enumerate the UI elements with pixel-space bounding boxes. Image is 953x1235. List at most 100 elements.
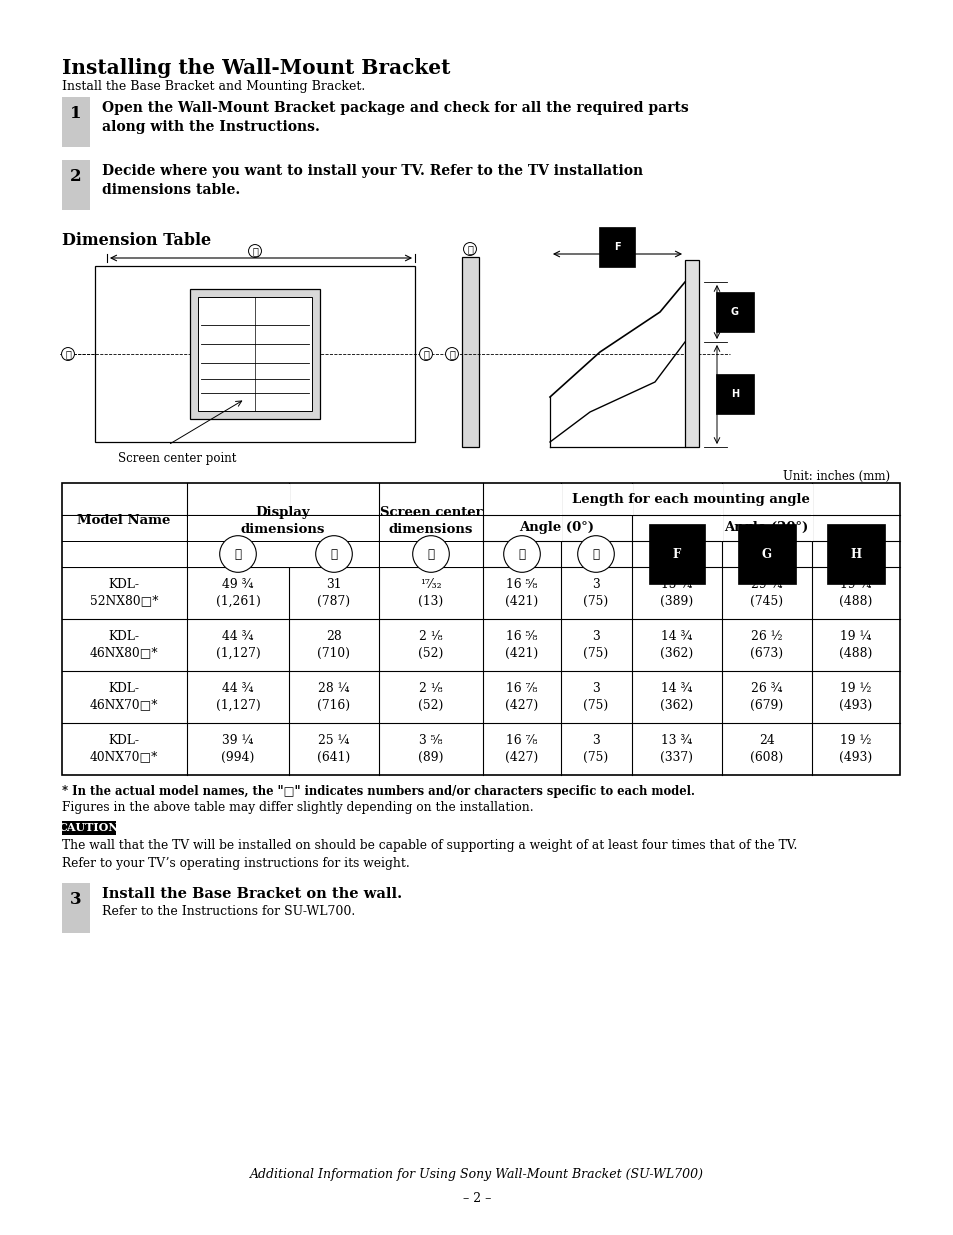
Bar (810, 516, 812, 541)
Text: Ⓒ: Ⓒ (427, 547, 434, 561)
Text: Install the Base Bracket and Mounting Bracket.: Install the Base Bracket and Mounting Br… (62, 80, 365, 93)
Text: ⓔ: ⓔ (467, 245, 473, 254)
Text: 3
(75): 3 (75) (583, 578, 608, 608)
Text: 28
(710): 28 (710) (317, 630, 350, 659)
Text: Unit: inches (mm): Unit: inches (mm) (782, 471, 889, 483)
Text: 14 ¾
(362): 14 ¾ (362) (659, 682, 693, 711)
Bar (559, 484, 561, 515)
Bar (720, 484, 722, 515)
Text: 15 ¾
(389): 15 ¾ (389) (659, 578, 693, 608)
Text: Screen center
dimensions: Screen center dimensions (379, 506, 482, 536)
Bar (188, 516, 377, 541)
Text: G: G (761, 547, 771, 561)
Bar (720, 516, 722, 541)
Text: CAUTION: CAUTION (59, 823, 119, 832)
Text: – 2 –: – 2 – (462, 1192, 491, 1205)
Text: H: H (849, 547, 861, 561)
Text: 2 ¹⁄₈
(52): 2 ¹⁄₈ (52) (417, 682, 443, 711)
Text: Ⓐ: Ⓐ (252, 246, 257, 256)
Text: 24
(608): 24 (608) (750, 735, 782, 763)
Text: F: F (613, 242, 619, 252)
Text: 44 ¾
(1,127): 44 ¾ (1,127) (215, 682, 260, 711)
Text: ⓓ: ⓓ (449, 350, 455, 359)
Text: 28 ¼
(716): 28 ¼ (716) (317, 682, 350, 711)
Text: Additional Information for Using Sony Wall-Mount Bracket (SU-WL700): Additional Information for Using Sony Wa… (250, 1168, 703, 1181)
Text: Figures in the above table may differ slightly depending on the installation.: Figures in the above table may differ sl… (62, 802, 533, 814)
Text: Angle (0°): Angle (0°) (519, 521, 594, 535)
Bar (288, 542, 290, 567)
Text: Ⓑ: Ⓑ (330, 547, 337, 561)
Bar (461, 257, 478, 447)
Text: 14 ¾
(362): 14 ¾ (362) (659, 630, 693, 659)
Bar (684, 261, 699, 447)
Text: 3
(75): 3 (75) (583, 630, 608, 659)
Text: Length for each mounting angle: Length for each mounting angle (572, 493, 809, 505)
Text: 16 ⁷⁄₈
(427): 16 ⁷⁄₈ (427) (505, 682, 538, 711)
Text: The wall that the TV will be installed on should be capable of supporting a weig: The wall that the TV will be installed o… (62, 839, 797, 869)
Text: 16 ⁷⁄₈
(427): 16 ⁷⁄₈ (427) (505, 735, 538, 763)
Text: Decide where you want to install your TV. Refer to the TV installation
dimension: Decide where you want to install your TV… (102, 164, 642, 198)
Text: 44 ¾
(1,127): 44 ¾ (1,127) (215, 630, 260, 659)
Text: KDL-
46NX80□*: KDL- 46NX80□* (90, 630, 158, 659)
Text: Installing the Wall-Mount Bracket: Installing the Wall-Mount Bracket (62, 58, 450, 78)
Bar (62, 821, 116, 835)
Text: KDL-
52NX80□*: KDL- 52NX80□* (90, 578, 158, 608)
Bar (379, 542, 481, 567)
Text: KDL-
40NX70□*: KDL- 40NX70□* (90, 735, 158, 763)
Text: 16 ⁵⁄₈
(421): 16 ⁵⁄₈ (421) (505, 578, 538, 608)
Text: KDL-
46NX70□*: KDL- 46NX70□* (90, 682, 158, 711)
Bar (62, 483, 899, 776)
Text: * In the actual model names, the "□" indicates numbers and/or characters specifi: * In the actual model names, the "□" ind… (62, 785, 694, 798)
Text: F: F (672, 547, 680, 561)
Bar (198, 296, 312, 411)
Text: 19 ½
(493): 19 ½ (493) (839, 682, 872, 711)
Text: 19 ¼
(488): 19 ¼ (488) (839, 630, 872, 659)
Text: Ⓐ: Ⓐ (234, 547, 241, 561)
Text: 39 ¼
(994): 39 ¼ (994) (221, 735, 254, 763)
Text: G: G (730, 308, 739, 317)
Bar (62, 161, 90, 210)
Text: ¹⁷⁄₃₂
(13): ¹⁷⁄₃₂ (13) (418, 578, 443, 608)
Text: 3
(75): 3 (75) (583, 735, 608, 763)
Text: 26 ½
(673): 26 ½ (673) (750, 630, 782, 659)
Text: 26 ¾
(679): 26 ¾ (679) (750, 682, 782, 711)
Text: Model Name: Model Name (77, 515, 171, 527)
Text: 1: 1 (71, 105, 82, 122)
Bar (188, 542, 377, 567)
Text: Angle (20°): Angle (20°) (723, 521, 807, 535)
Text: H: H (730, 389, 739, 399)
Bar (62, 98, 90, 147)
Bar (63, 542, 186, 567)
Text: 3 ⁵⁄₈
(89): 3 ⁵⁄₈ (89) (417, 735, 443, 763)
Bar (559, 516, 561, 541)
Text: ⓔ: ⓔ (592, 547, 598, 561)
Text: Install the Base Bracket on the wall.: Install the Base Bracket on the wall. (102, 887, 402, 902)
Text: 31
(787): 31 (787) (317, 578, 350, 608)
Text: 25 ¼
(641): 25 ¼ (641) (317, 735, 351, 763)
Bar (379, 516, 481, 541)
Text: 29 ¾
(745): 29 ¾ (745) (750, 578, 782, 608)
Bar (630, 484, 633, 515)
Text: 49 ¾
(1,261): 49 ¾ (1,261) (215, 578, 260, 608)
Bar (288, 516, 290, 541)
Text: 2 ¹⁄₈
(52): 2 ¹⁄₈ (52) (417, 630, 443, 659)
Text: Ⓒ: Ⓒ (422, 350, 429, 359)
Text: 2: 2 (71, 168, 82, 185)
Text: Screen center point: Screen center point (118, 452, 236, 466)
Bar (288, 484, 290, 515)
Text: 19 ¼
(488): 19 ¼ (488) (839, 578, 872, 608)
Text: 3
(75): 3 (75) (583, 682, 608, 711)
Bar (63, 516, 186, 541)
Bar (810, 484, 812, 515)
Text: ⓓ: ⓓ (518, 547, 525, 561)
Text: Open the Wall-Mount Bracket package and check for all the required parts
along w: Open the Wall-Mount Bracket package and … (102, 101, 688, 135)
Text: Display
dimensions: Display dimensions (240, 506, 325, 536)
Text: 3: 3 (71, 890, 82, 908)
Text: 19 ½
(493): 19 ½ (493) (839, 735, 872, 763)
Text: Ⓑ: Ⓑ (65, 350, 71, 359)
Text: 16 ⁵⁄₈
(421): 16 ⁵⁄₈ (421) (505, 630, 538, 659)
Bar (62, 883, 90, 932)
Bar (190, 289, 319, 419)
Text: Refer to the Instructions for SU-WL700.: Refer to the Instructions for SU-WL700. (102, 905, 355, 918)
Text: Dimension Table: Dimension Table (62, 232, 211, 249)
